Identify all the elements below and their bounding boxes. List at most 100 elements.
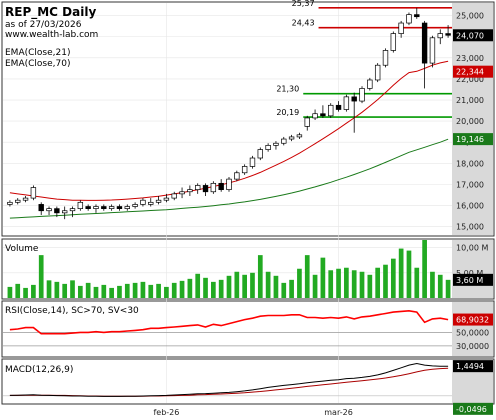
candle-body — [108, 206, 115, 209]
volume-bar — [171, 282, 177, 298]
volume-bar — [351, 270, 357, 298]
volume-bar — [390, 258, 396, 298]
ema70-label: EMA(Close,70) — [5, 59, 70, 69]
volume-bar — [297, 268, 302, 298]
candle-body — [85, 206, 91, 209]
volume-bar — [265, 271, 271, 298]
candle-body — [335, 104, 342, 110]
volume-bar — [430, 271, 435, 298]
volume-bar — [70, 280, 75, 298]
volume-tick-label: 10,00 M — [456, 244, 488, 253]
chart-subtitle: as of 27/03/2026 — [5, 20, 82, 30]
candle-body — [281, 138, 287, 144]
volume-panel-label: Volume — [5, 244, 39, 254]
volume-bar — [109, 287, 114, 298]
candle-body — [171, 193, 177, 199]
value-tag-label: -0,0496 — [456, 405, 487, 414]
macd-panel — [1, 358, 495, 405]
volume-bar — [164, 286, 169, 298]
chart-title: REP_MC Daily — [5, 5, 96, 20]
candle-body — [202, 185, 209, 193]
level-label: 20,19 — [276, 108, 299, 117]
rsi-tick-label: 50,0000 — [456, 328, 489, 337]
volume-bar — [85, 282, 91, 298]
value-tag-label: 68,9032 — [456, 316, 489, 325]
volume-bar — [242, 274, 247, 298]
candle-body — [273, 142, 279, 146]
candle-body — [437, 33, 443, 39]
volume-bar — [77, 285, 83, 298]
candle-body — [148, 201, 154, 205]
candle-body — [406, 14, 412, 24]
candle-body — [304, 117, 310, 127]
candle-body — [343, 96, 350, 110]
price-tick-label: 18,000 — [456, 159, 484, 168]
price-tick-label: 17,000 — [456, 180, 484, 189]
candle-body — [155, 199, 162, 203]
volume-bar — [226, 275, 232, 298]
candle-body — [69, 208, 76, 212]
value-tag-label: 3,60 M — [456, 276, 483, 285]
x-tick-label: feb-26 — [153, 408, 179, 417]
candle-body — [265, 145, 271, 150]
candle-body — [195, 185, 201, 191]
volume-bar — [328, 270, 334, 298]
candle-body — [15, 199, 21, 203]
candle-body — [101, 206, 107, 209]
volume-bar — [62, 283, 68, 298]
volume-panel — [1, 238, 495, 300]
volume-bar — [320, 257, 326, 298]
volume-bar — [445, 279, 451, 298]
volume-bar — [38, 255, 44, 298]
volume-bar — [336, 268, 341, 298]
candle-body — [54, 208, 60, 214]
x-tick-label: mar-26 — [324, 408, 353, 417]
candle-body — [234, 172, 240, 180]
volume-bar — [46, 280, 52, 298]
volume-tick-label: 5,00 M — [456, 269, 483, 278]
volume-bar — [23, 287, 28, 298]
candle-body — [429, 37, 436, 64]
volume-bar — [7, 286, 13, 298]
volume-bar — [148, 284, 154, 298]
volume-bar — [218, 279, 224, 298]
candle-body — [226, 178, 232, 191]
volume-bar — [422, 240, 427, 298]
candle-body — [140, 199, 146, 205]
value-tag-bg — [453, 133, 493, 146]
price-tick-label: 23,000 — [456, 54, 484, 63]
candle-body — [445, 33, 451, 36]
volume-bar — [398, 248, 404, 298]
macd-panel-label: MACD(12,26,9) — [5, 365, 73, 375]
volume-bar — [101, 284, 107, 298]
volume-bar — [140, 281, 146, 298]
volume-bar — [211, 281, 216, 298]
candle-body — [187, 189, 193, 193]
value-tag-bg — [453, 402, 493, 415]
candle-body — [249, 157, 256, 167]
rsi-panel — [1, 300, 495, 358]
volume-bar — [273, 275, 279, 298]
volume-bar — [359, 271, 365, 298]
value-tag-label: 19,146 — [456, 135, 484, 144]
volume-bar — [312, 274, 318, 298]
level-label: 24,43 — [292, 19, 315, 28]
level-label: 21,30 — [276, 85, 299, 94]
volume-bar — [117, 285, 122, 298]
volume-bar — [406, 250, 412, 298]
candle-body — [359, 88, 365, 102]
value-tag-bg — [453, 65, 493, 78]
candle-body — [351, 96, 357, 102]
volume-bar — [289, 279, 294, 298]
candle-body — [421, 22, 428, 64]
value-tag-bg — [453, 360, 493, 373]
site-label: www.wealth-lab.com — [5, 30, 98, 40]
candle-body — [374, 64, 381, 81]
price-panel — [1, 1, 495, 237]
candle-body — [320, 113, 326, 117]
volume-bar — [15, 283, 21, 298]
price-tick-label: 15,000 — [456, 223, 484, 232]
candle-body — [38, 204, 44, 212]
rsi-panel-label: RSI(Close,14), SC>70, SV<30 — [5, 306, 139, 316]
